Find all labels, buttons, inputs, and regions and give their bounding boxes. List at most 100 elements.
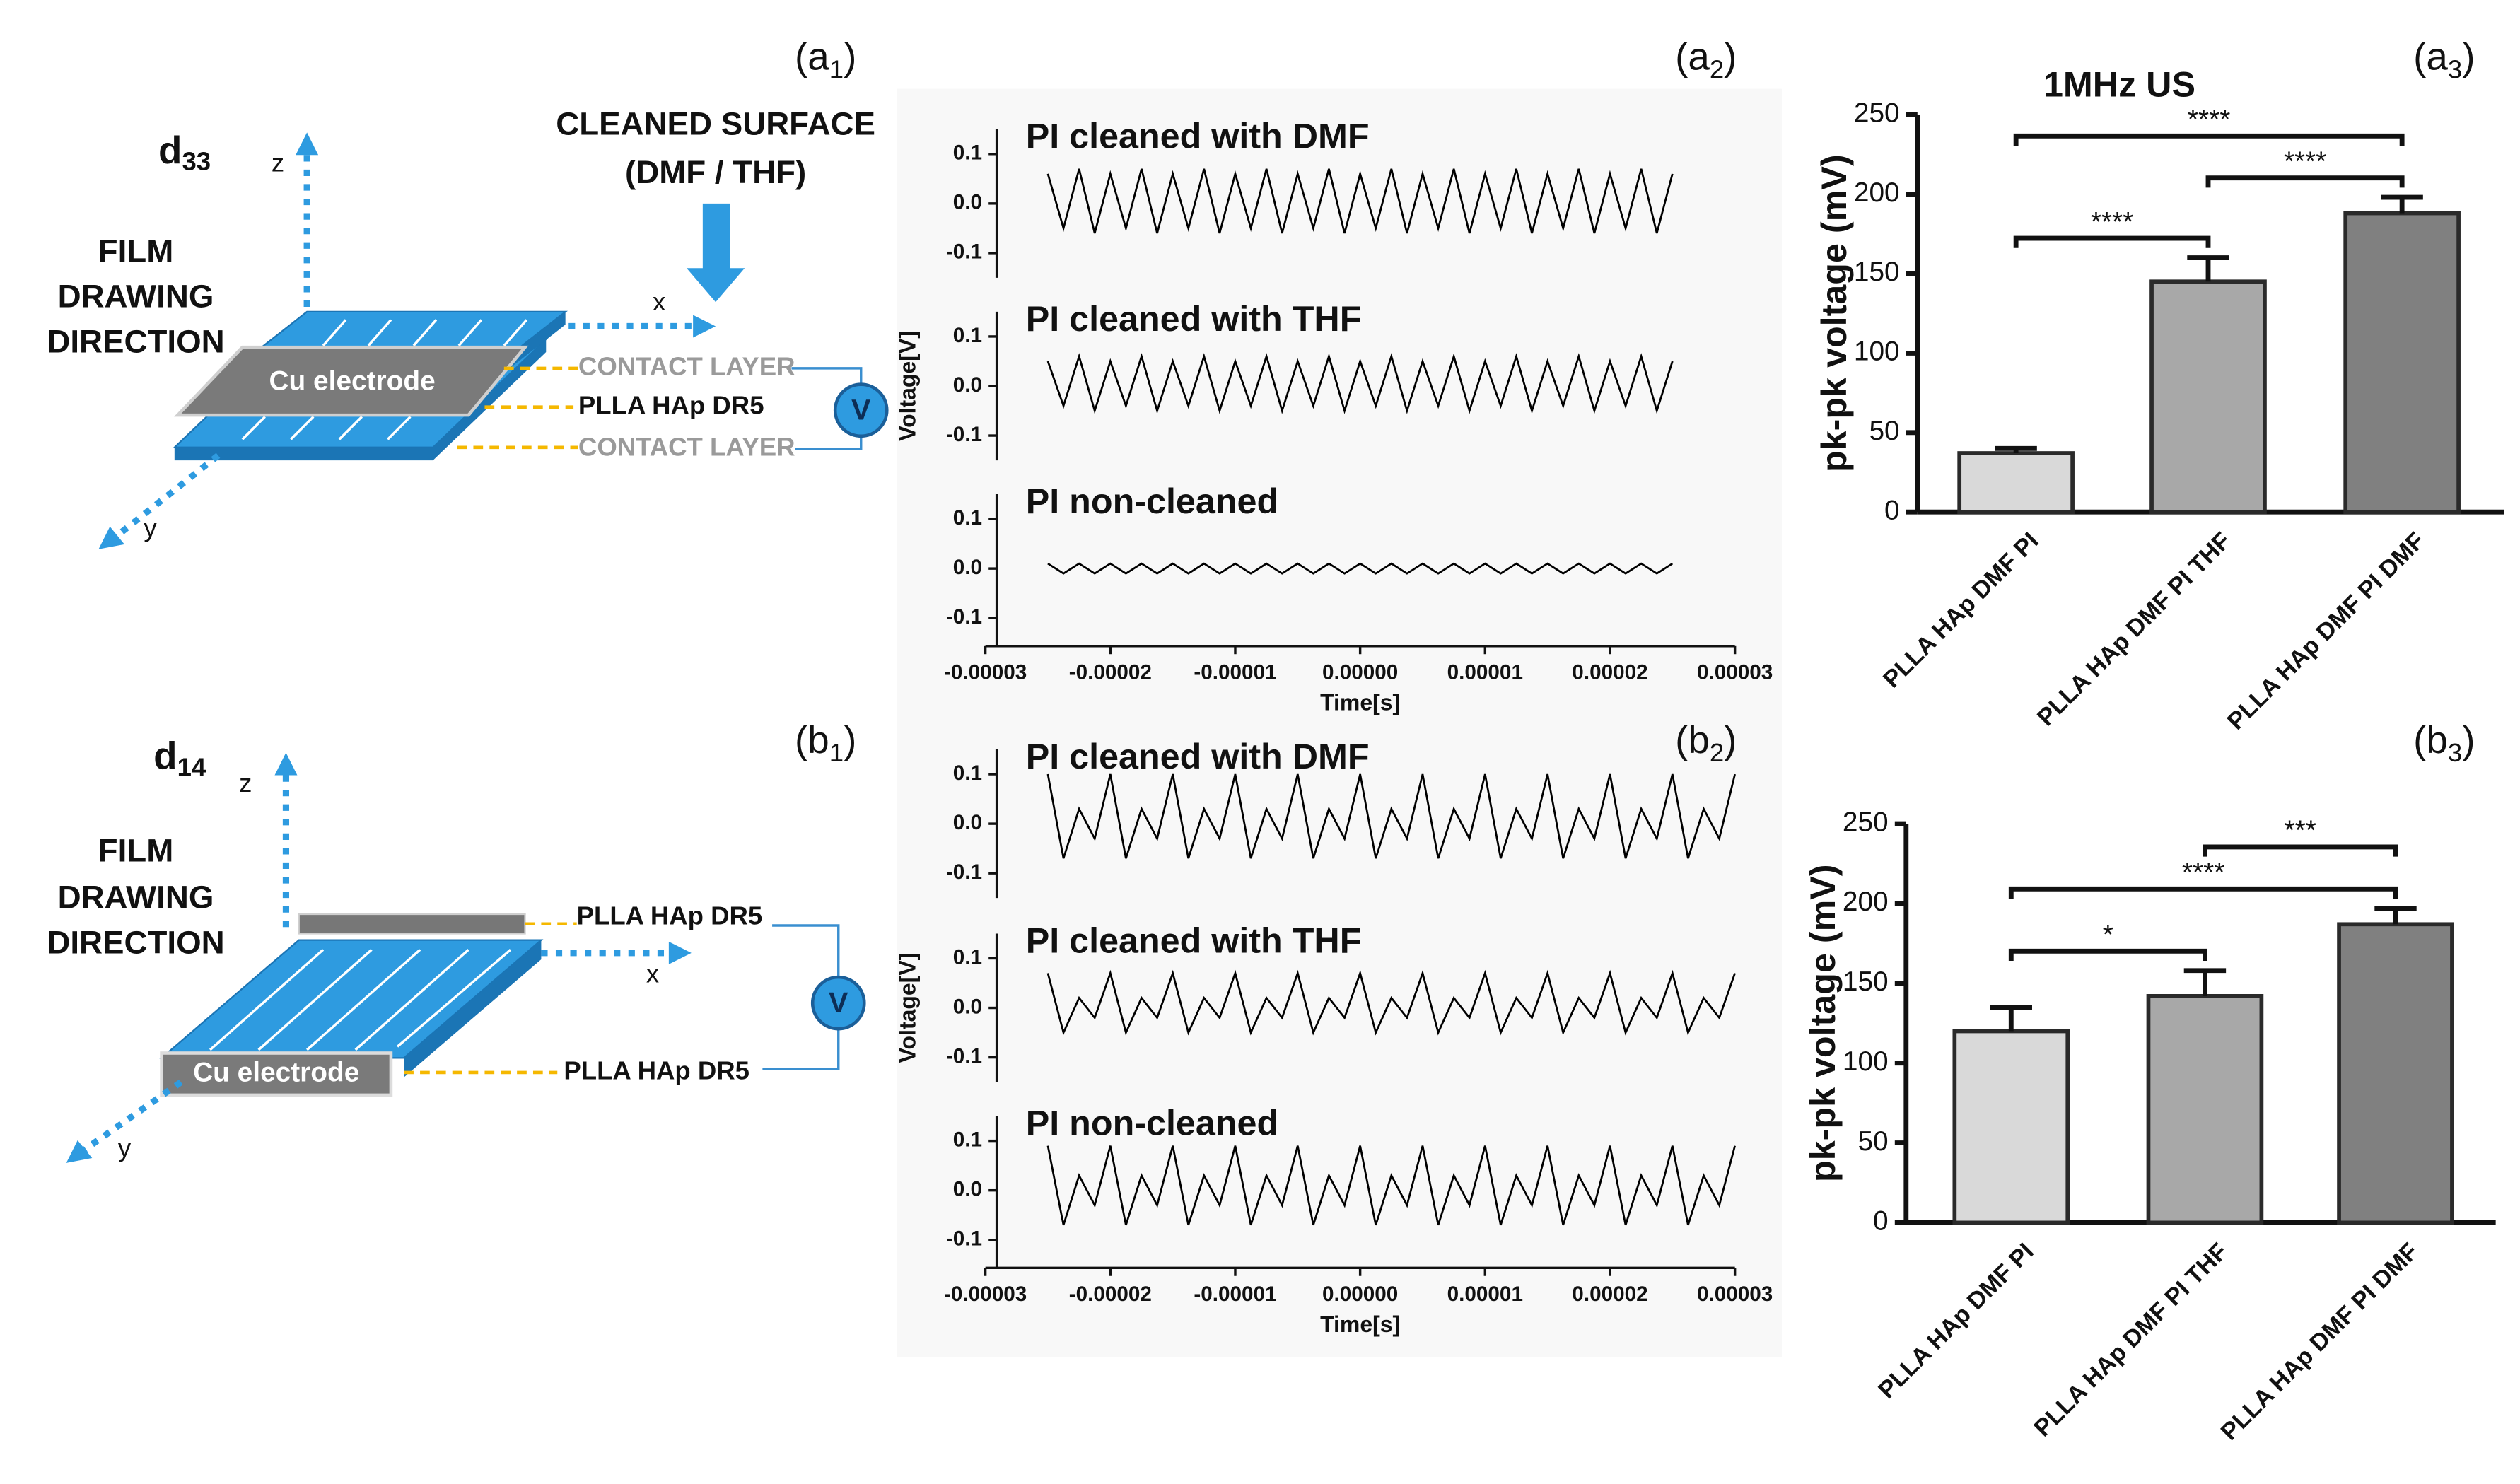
significance-bracket bbox=[2013, 235, 2211, 248]
y-tick-label: 0.0 bbox=[953, 1178, 982, 1201]
waveform bbox=[1046, 168, 1674, 234]
panel-label: (a2) bbox=[1675, 35, 1737, 83]
direction-label: DRAWING bbox=[58, 880, 214, 916]
axis-label: x bbox=[653, 287, 665, 316]
panel-label-sub: 3 bbox=[2448, 738, 2462, 767]
bar bbox=[2343, 211, 2461, 515]
panel-label-text: ) bbox=[1724, 35, 1737, 78]
y-tick-label: 150 bbox=[1854, 257, 1900, 287]
panel-label-sub: 1 bbox=[829, 54, 844, 83]
y-tick-label: 50 bbox=[1857, 1126, 1888, 1157]
direction-label: FILM bbox=[98, 233, 174, 269]
x-tick-label: 0.00002 bbox=[1572, 1283, 1647, 1306]
x-axis-label: Time[s] bbox=[1320, 1311, 1400, 1337]
surface-label: CLEANED SURFACE bbox=[556, 105, 875, 141]
panel-label: (a3) bbox=[2413, 35, 2475, 83]
layer-label: CONTACT LAYER bbox=[578, 433, 795, 462]
y-tick-label: 0.0 bbox=[953, 995, 982, 1018]
layer-label: PLLA HAp DR5 bbox=[564, 1056, 749, 1085]
electrode bbox=[298, 913, 526, 935]
y-tick-label: 0.0 bbox=[953, 191, 982, 214]
arrow bbox=[457, 319, 483, 347]
voltmeter bbox=[833, 382, 889, 438]
significance-bracket bbox=[2013, 133, 2405, 146]
y-axis-label: Voltage[V] bbox=[895, 331, 921, 441]
y-tick-label: 0.1 bbox=[953, 945, 982, 969]
y-tick-label: 0.0 bbox=[953, 811, 982, 834]
slab-side bbox=[174, 447, 433, 461]
arrow bbox=[306, 949, 421, 1051]
direction-label: DIRECTION bbox=[47, 924, 224, 960]
mode-label: d14 bbox=[153, 734, 206, 781]
arrow bbox=[290, 416, 315, 440]
bar bbox=[2146, 994, 2264, 1225]
panel-label: (b1) bbox=[795, 718, 856, 766]
panel-background bbox=[896, 718, 1782, 1357]
mode-sub: 33 bbox=[182, 146, 211, 175]
chart-title: 1MHz US bbox=[2043, 65, 2195, 105]
arrow bbox=[209, 949, 325, 1051]
mode-label: d33 bbox=[158, 129, 211, 176]
y-tick-label: -0.1 bbox=[946, 605, 982, 629]
diagram-d33: Cu electrode z x y d33 FILM DRAWING DIRE… bbox=[47, 105, 889, 549]
y-tick-label: 100 bbox=[1854, 337, 1900, 367]
y-tick-label: 0.1 bbox=[953, 141, 982, 165]
panel-label-text: (a bbox=[795, 35, 829, 78]
arrow bbox=[257, 949, 373, 1051]
panel-label-text: ) bbox=[1724, 718, 1737, 761]
significance-label: * bbox=[2103, 920, 2113, 950]
arrow bbox=[338, 416, 363, 440]
x-tick-label: -0.00002 bbox=[1069, 1283, 1152, 1306]
y-tick-label: 0.1 bbox=[953, 1128, 982, 1151]
panel-background bbox=[896, 88, 1782, 728]
y-tick-label: -0.1 bbox=[946, 423, 982, 446]
panel-label-sub: 3 bbox=[2448, 54, 2462, 83]
wire bbox=[791, 367, 863, 385]
voltmeter-label: V bbox=[829, 986, 848, 1019]
y-tick-label: 200 bbox=[1854, 177, 1900, 208]
panel-label-text: (b bbox=[795, 718, 829, 761]
diagram-d14: Cu electrode z x y d14 FILM DRAWING DIRE… bbox=[47, 734, 866, 1163]
significance-label: *** bbox=[2285, 816, 2316, 846]
y-tick-label: 200 bbox=[1843, 887, 1889, 917]
significance-label: **** bbox=[2188, 105, 2230, 135]
panel-label-text: (b bbox=[1675, 718, 1710, 761]
panel-label-text: (a bbox=[2413, 35, 2448, 78]
panel-label-text: (a bbox=[1675, 35, 1710, 78]
electrode-label: Cu electrode bbox=[269, 366, 436, 397]
y-tick-label: 0 bbox=[1873, 1206, 1889, 1237]
mode-sub: 14 bbox=[177, 752, 206, 781]
axis-label: z bbox=[272, 148, 284, 177]
y-axis-label: pk-pk voltage (mV) bbox=[1814, 154, 1854, 472]
slab-side bbox=[404, 940, 542, 1077]
drawing-arrows bbox=[209, 948, 512, 1051]
y-tick-label: 0 bbox=[1884, 495, 1900, 525]
arrowhead bbox=[296, 132, 319, 156]
wire bbox=[772, 924, 840, 978]
y-tick-label: 250 bbox=[1843, 807, 1889, 837]
y-tick-label: 0.0 bbox=[953, 373, 982, 397]
mode-main: d bbox=[153, 734, 177, 778]
waveform bbox=[1046, 969, 1736, 1036]
y-tick-label: 0.1 bbox=[953, 761, 982, 785]
x-tick-label: 0.00000 bbox=[1322, 660, 1398, 684]
x-axis-label: Time[s] bbox=[1320, 689, 1400, 715]
waveform bbox=[1046, 773, 1736, 859]
panel-label-text: ) bbox=[2462, 718, 2475, 761]
voltmeter bbox=[810, 975, 866, 1031]
bar bbox=[2149, 279, 2267, 515]
significance-bracket bbox=[2203, 844, 2398, 857]
arrowhead bbox=[274, 752, 298, 776]
y-axis bbox=[114, 452, 221, 539]
arrow bbox=[367, 319, 392, 347]
panel-label-text: ) bbox=[2462, 35, 2475, 78]
x-tick-label: PLLA HAp DMF PI DMF bbox=[2222, 527, 2430, 735]
subplot-title: PI non-cleaned bbox=[1026, 1104, 1278, 1143]
x-tick-label: PLLA HAp DMF PI THF bbox=[2029, 1238, 2233, 1442]
axis-label: x bbox=[646, 959, 659, 988]
x-tick-label: 0.00002 bbox=[1572, 660, 1647, 684]
subplot-title: PI cleaned with DMF bbox=[1026, 117, 1370, 156]
y-tick-label: -0.1 bbox=[946, 1044, 982, 1068]
